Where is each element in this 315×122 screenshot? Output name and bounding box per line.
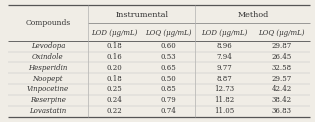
Text: 0.18: 0.18 (107, 42, 123, 50)
Text: 8.96: 8.96 (216, 42, 232, 50)
Text: 0.20: 0.20 (107, 64, 123, 72)
Text: 0.22: 0.22 (107, 107, 123, 115)
Text: Hesperidin: Hesperidin (28, 64, 67, 72)
Text: 0.50: 0.50 (161, 75, 176, 83)
Text: Instrumental: Instrumental (115, 11, 168, 19)
Text: 29.57: 29.57 (272, 75, 292, 83)
Text: 0.85: 0.85 (161, 86, 176, 93)
Text: 0.24: 0.24 (107, 96, 123, 104)
Text: 32.58: 32.58 (272, 64, 292, 72)
Text: 36.83: 36.83 (272, 107, 292, 115)
Text: 8.87: 8.87 (216, 75, 232, 83)
Text: Oxindole: Oxindole (32, 53, 64, 61)
Text: Method: Method (237, 11, 268, 19)
Text: Vinpocetine: Vinpocetine (27, 86, 69, 93)
Text: 0.65: 0.65 (161, 64, 176, 72)
Text: 0.18: 0.18 (107, 75, 123, 83)
Text: 12.73: 12.73 (214, 86, 234, 93)
Text: 0.79: 0.79 (161, 96, 176, 104)
Text: 29.87: 29.87 (272, 42, 292, 50)
Text: 11.82: 11.82 (214, 96, 234, 104)
Text: 38.42: 38.42 (272, 96, 292, 104)
Text: LOQ (μg/mL): LOQ (μg/mL) (258, 29, 305, 37)
Text: 0.25: 0.25 (107, 86, 123, 93)
Text: 9.77: 9.77 (216, 64, 232, 72)
Text: Lovastatin: Lovastatin (29, 107, 66, 115)
Text: 11.05: 11.05 (214, 107, 234, 115)
Text: 26.45: 26.45 (272, 53, 292, 61)
Text: Reserpine: Reserpine (30, 96, 66, 104)
Text: LOD (μg/mL): LOD (μg/mL) (92, 29, 138, 37)
Text: Noopept: Noopept (32, 75, 63, 83)
Text: 0.60: 0.60 (161, 42, 176, 50)
Text: LOQ (μg/mL): LOQ (μg/mL) (145, 29, 192, 37)
Text: 42.42: 42.42 (272, 86, 292, 93)
Text: 0.53: 0.53 (161, 53, 176, 61)
Text: 0.16: 0.16 (107, 53, 123, 61)
Text: LOD (μg/mL): LOD (μg/mL) (201, 29, 247, 37)
Text: 0.74: 0.74 (161, 107, 176, 115)
Text: Compounds: Compounds (25, 19, 71, 27)
Text: Levodopa: Levodopa (31, 42, 65, 50)
Text: 7.94: 7.94 (216, 53, 232, 61)
